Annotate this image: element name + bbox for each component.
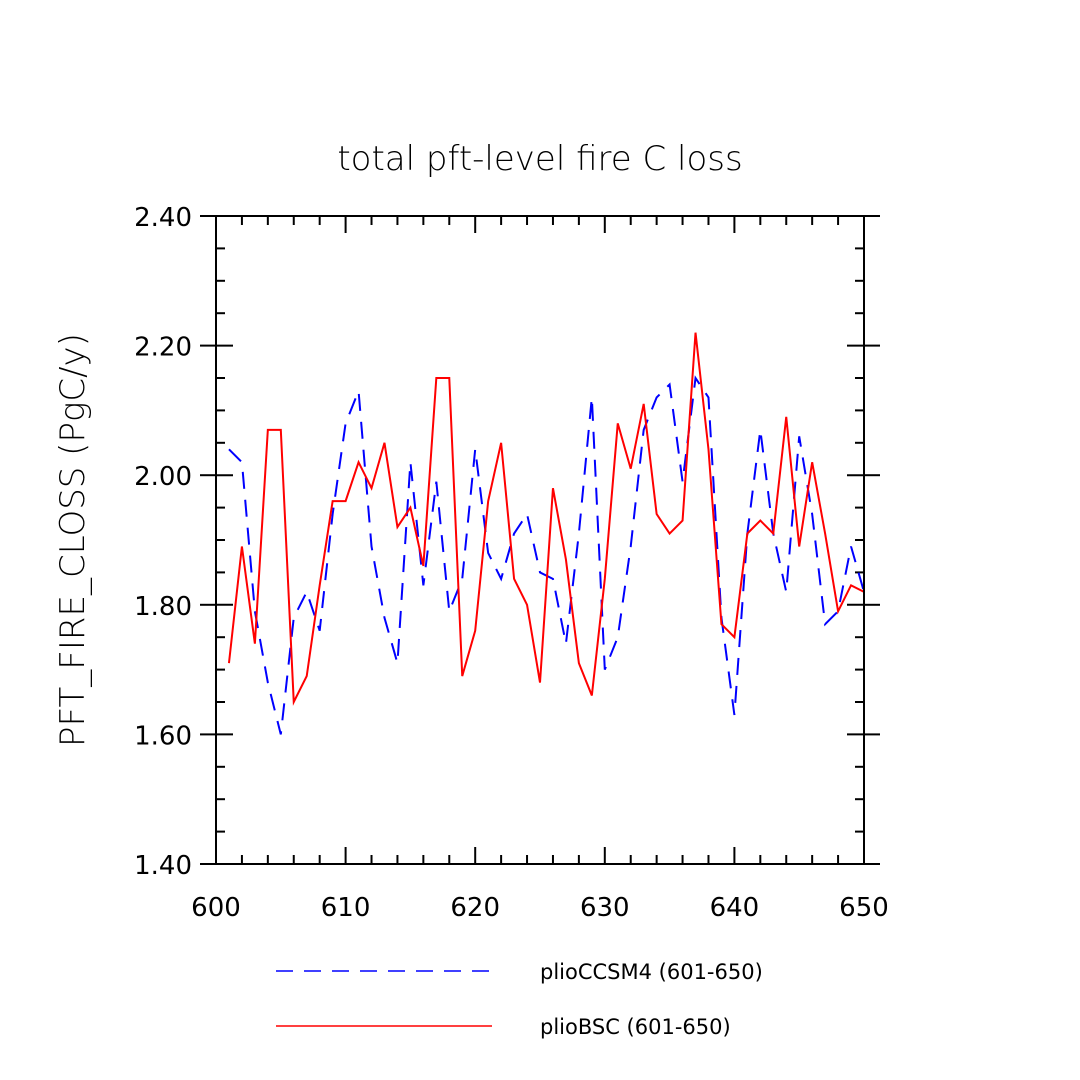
plot-frame [215,215,865,865]
x-tick-label: 640 [710,893,760,923]
y-tick-label: 2.00 [134,462,192,492]
plot-area [227,332,865,735]
y-tick-label: 2.20 [134,333,192,363]
x-tick-label: 650 [839,893,889,923]
x-tick-label: 610 [321,893,371,923]
y-tick-label: 1.80 [134,592,192,622]
y-tick-label: 1.40 [134,851,192,881]
legend: plioCCSM4 (601-650) plioBSC (601-650) [276,960,763,1039]
x-tick-label: 600 [191,893,241,923]
legend-label-pliocCSM4: plioCCSM4 (601-650) [540,960,763,984]
y-tick-label: 2.40 [134,203,192,233]
legend-label-plioBSC: plioBSC (601-650) [540,1015,731,1039]
series-line-plioBSC [227,332,865,706]
y-axis-label: PFT_FIRE_CLOSS (PgC/y) [53,333,93,747]
x-tick-label: 620 [450,893,500,923]
y-tick-label: 1.60 [134,721,192,751]
axes: 600 610 620 630 640 650 1.40 1.60 1.80 2.00 2.20 2.… [134,203,889,923]
chart-title: total pft-level fire C loss [337,139,742,179]
x-tick-label: 630 [580,893,630,923]
